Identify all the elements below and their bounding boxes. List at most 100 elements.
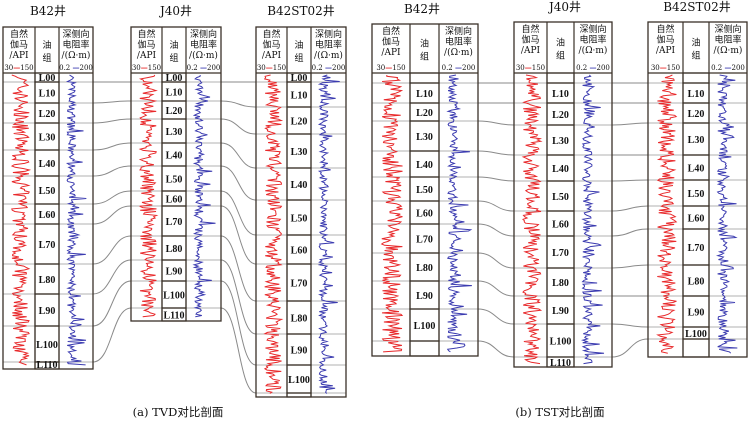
zone-label: L60 — [552, 220, 569, 231]
zone-label: L30 — [166, 127, 183, 138]
gr-header-label: 自然 — [382, 25, 400, 37]
correlation-line — [611, 179, 649, 182]
zone-header-label: 油 — [556, 37, 565, 49]
zone-cell — [409, 340, 440, 357]
zone-label: L70 — [39, 240, 56, 251]
correlation-line — [477, 120, 515, 126]
zone-label: L20 — [416, 108, 433, 119]
zone-label: L80 — [688, 277, 705, 288]
correlation-line — [611, 338, 649, 358]
gamma-ray-curve — [521, 74, 543, 365]
correlation-line — [220, 118, 257, 135]
res-header-label: /(Ω·m) — [714, 45, 743, 56]
well-frame — [130, 26, 222, 322]
zone-label: L60 — [416, 209, 433, 220]
zone-label: L00 — [166, 73, 183, 84]
zone-label: L70 — [552, 248, 569, 259]
well-frame — [2, 26, 94, 370]
correlation-line — [477, 223, 515, 237]
zone-label: L70 — [166, 217, 183, 228]
zone-label: L90 — [688, 308, 705, 319]
correlation-line — [477, 176, 515, 182]
correlation-line — [611, 264, 649, 269]
zone-label: L80 — [166, 244, 183, 255]
res-header-label: 电阻率 — [714, 34, 741, 46]
zone-label: L20 — [166, 106, 183, 117]
zone-label: L50 — [688, 189, 705, 200]
zone-label: L40 — [552, 164, 569, 175]
zone-header-label: 组 — [42, 52, 51, 64]
res-header-label: 深侧向 — [714, 23, 741, 35]
well-frame — [513, 21, 613, 368]
zone-cell — [682, 338, 710, 358]
res-scale: 0.2 —200 — [576, 63, 610, 72]
zone-label: L90 — [166, 267, 183, 278]
gamma-ray-curve — [10, 74, 32, 366]
zone-label: L80 — [291, 314, 308, 325]
gr-header-label: 自然 — [137, 28, 155, 40]
resistivity-curve — [65, 74, 87, 366]
well-name: B42ST02井 — [267, 4, 335, 18]
res-header-label: 电阻率 — [315, 39, 342, 51]
gr-header-label: 自然 — [656, 23, 674, 35]
gr-header-label: /API — [381, 48, 401, 58]
correlation-line — [477, 150, 515, 156]
correlation-line — [477, 280, 515, 297]
correlation-line — [92, 165, 132, 177]
zone-label: L10 — [166, 88, 183, 99]
zone-label: L20 — [552, 110, 569, 121]
res-header-label: 深侧向 — [579, 23, 606, 35]
zone-label: L30 — [416, 132, 433, 143]
zone-label: L10 — [291, 91, 308, 102]
correlation-line — [220, 100, 257, 108]
well-1-1: J40井 L10 L20 L30 L40 L50 L60 L70 L80 L90 L100 L110 自… — [513, 0, 613, 369]
gr-header-label: /API — [521, 46, 541, 56]
correlation-line — [220, 142, 257, 169]
res-header-label: 深侧向 — [190, 28, 217, 40]
res-scale: 0.2 —200 — [312, 63, 346, 72]
correlation-line — [92, 118, 132, 124]
resistivity-curve — [192, 74, 216, 318]
zone-label: L20 — [39, 109, 56, 120]
zone-label: L70 — [688, 243, 705, 254]
res-header-label: 深侧向 — [445, 25, 472, 37]
gr-scale: 30—150 — [4, 63, 33, 72]
well-1-0: B42井L10L20L30L40L50L60L70L80L90L100自然伽马/… — [371, 2, 479, 357]
zone-label: L80 — [416, 263, 433, 274]
res-scale: 0.2 —200 — [442, 63, 476, 72]
zone-label: L70 — [291, 279, 308, 290]
zone-header-label: 组 — [420, 51, 429, 63]
zone-label: L90 — [39, 306, 56, 317]
gr-header-label: /API — [9, 51, 29, 61]
well-frame — [255, 26, 347, 398]
gamma-ray-curve — [138, 74, 159, 318]
zone-label: L60 — [166, 195, 183, 206]
zone-label: L10 — [688, 89, 705, 100]
zone-label: L40 — [416, 160, 433, 171]
zone-header-label: 油 — [42, 39, 51, 51]
gr-header-label: 自然 — [262, 28, 280, 40]
res-header-label: 电阻率 — [445, 36, 472, 48]
correlation-line — [220, 165, 257, 201]
zone-label: L20 — [688, 109, 705, 120]
well-logs: B42井 L00 L10 L20 L30 L40 L50 L60 L70 L80 L90 L100 L1… — [2, 0, 748, 398]
correlation-line — [92, 235, 132, 265]
zone-label: L110 — [550, 358, 571, 369]
correlation-line — [477, 200, 515, 212]
zone-cell — [546, 72, 575, 84]
correlation-line — [92, 280, 132, 327]
correlation-line — [92, 205, 132, 225]
zone-label: L10 — [416, 89, 433, 100]
zone-label: L50 — [39, 186, 56, 197]
gr-scale: 30—150 — [516, 63, 545, 72]
correlation-line — [92, 259, 132, 295]
zone-label: L50 — [291, 214, 308, 225]
zone-header-label: 油 — [691, 37, 700, 49]
zone-label: L100 — [550, 337, 572, 348]
gr-header-label: 伽马 — [137, 39, 155, 51]
zone-label: L80 — [39, 275, 56, 286]
zone-header-label: 油 — [169, 39, 178, 51]
zone-header-label: 油 — [294, 39, 303, 51]
correlation-line — [220, 307, 257, 394]
